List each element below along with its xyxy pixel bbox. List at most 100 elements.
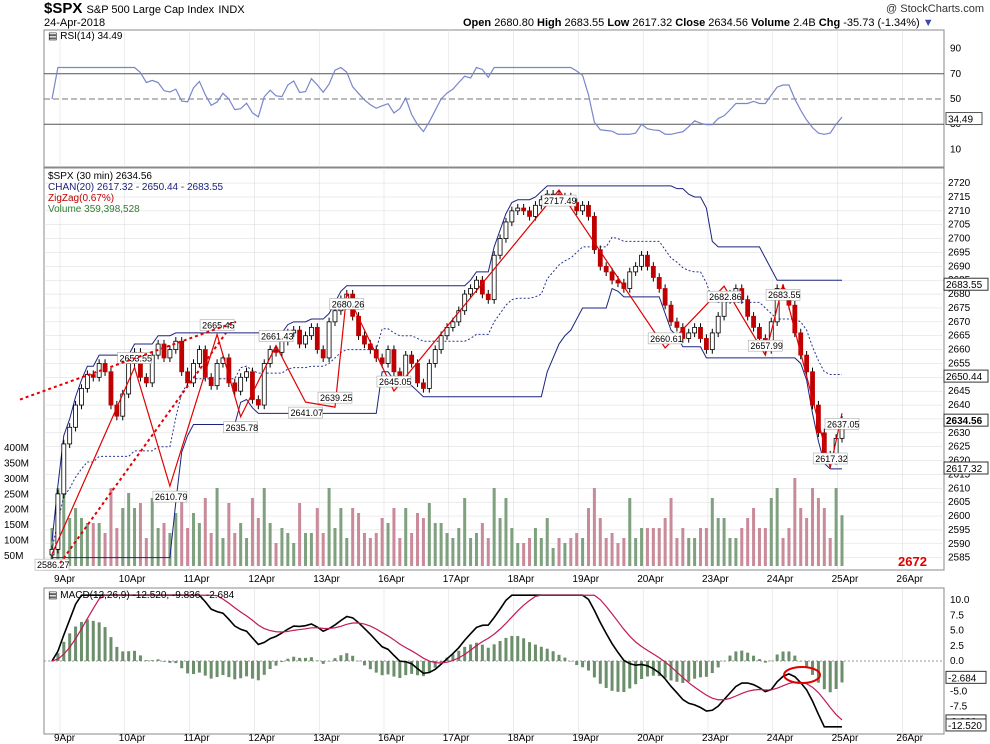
candle-body — [574, 202, 580, 212]
zigzag-line — [51, 189, 843, 555]
volume-bar — [457, 528, 461, 566]
zigzag-label-box — [288, 406, 323, 419]
candle-body — [438, 335, 444, 350]
rsi-last-label: 34.49 — [948, 115, 973, 126]
volume-value: 2.4B — [793, 17, 816, 29]
candle-body — [250, 371, 255, 400]
high-value: 2683.55 — [564, 17, 605, 29]
price-right-tag — [943, 277, 989, 291]
candle-body — [244, 371, 249, 378]
candle-body — [650, 265, 656, 278]
volume-bar — [79, 518, 83, 566]
candle-body — [757, 326, 762, 339]
macd-histogram-bar — [256, 661, 260, 681]
candle-body — [326, 321, 332, 359]
macd-histogram-bar — [545, 648, 549, 661]
candle-body — [609, 271, 615, 281]
volume-bar — [828, 538, 832, 566]
candle-body — [232, 382, 238, 392]
x-tick-label-bottom: 23Apr — [702, 733, 729, 744]
macd-histogram-bar — [687, 661, 691, 682]
candle-body — [715, 315, 721, 334]
macd-histogram-bar — [492, 644, 496, 661]
volume-bar — [728, 538, 732, 566]
volume-bar — [463, 498, 467, 566]
rsi-legend: ▤ RSI(14) 34.49 — [48, 31, 123, 42]
candle-body — [379, 357, 385, 364]
volume-bar — [121, 508, 125, 566]
price-tick-label: 2595 — [948, 525, 971, 536]
zigzag-label: 2665.45 — [202, 320, 235, 330]
macd-histogram-bar — [380, 661, 384, 676]
volume-bar — [103, 533, 107, 566]
macd-histogram-bar — [327, 661, 331, 662]
volume-bar — [404, 508, 408, 566]
zigzag-label-box — [824, 418, 860, 430]
candle-body — [73, 404, 78, 428]
macd-right-tag-label: -12.520 — [948, 721, 982, 732]
macd-histogram-bar — [645, 661, 649, 677]
macd-histogram-bar — [215, 661, 219, 678]
macd-histogram-bar — [805, 661, 809, 668]
symbol-name: S&P 500 Large Cap Index — [86, 4, 215, 16]
volume-bar — [374, 533, 378, 566]
candle-body — [149, 354, 155, 384]
macd-histogram-bar — [233, 661, 237, 680]
macd-histogram-bar — [115, 646, 119, 661]
volume-bar — [533, 528, 537, 566]
price-tick-label: 2630 — [948, 428, 971, 439]
macd-histogram-bar — [85, 619, 89, 661]
macd-histogram-bar — [298, 657, 302, 661]
low-value: 2617.32 — [632, 17, 673, 29]
stockcharts-credit[interactable]: @ StockCharts.com — [886, 3, 984, 15]
macd-histogram-bar — [604, 661, 608, 688]
volume-bar — [97, 523, 101, 566]
volume-bar — [445, 533, 449, 566]
chevron-down-icon[interactable]: ▼ — [922, 17, 934, 29]
chg-value: -35.73 (-1.34%) — [843, 17, 920, 29]
volume-bar — [816, 498, 820, 566]
rsi-tick-label: 90 — [950, 44, 962, 55]
open-value: 2680.80 — [494, 17, 534, 29]
x-tick-label: 20Apr — [637, 574, 664, 585]
candle-body — [409, 354, 415, 364]
x-tick-label: 9Apr — [54, 574, 76, 585]
volume-bar — [805, 518, 809, 566]
candle-body — [167, 349, 173, 359]
macd-histogram-bar — [209, 661, 213, 679]
volume-bar — [504, 498, 508, 566]
volume-bar — [811, 488, 815, 566]
candle-body — [591, 215, 597, 251]
candle-body — [662, 288, 668, 306]
macd-histogram-bar — [457, 650, 461, 661]
volume-bar — [704, 528, 708, 566]
candle-body — [67, 426, 73, 445]
candle-body — [774, 288, 780, 323]
macd-histogram-bar — [480, 644, 484, 661]
macd-histogram-bar — [274, 661, 278, 666]
zigzag-label: 2682.86 — [709, 292, 742, 302]
macd-histogram-bar — [292, 656, 296, 661]
candle-body — [191, 363, 196, 384]
macd-legend-text: MACD(12,26,9) -12.520, -9.836, -2.684 — [60, 590, 235, 601]
volume-bar — [693, 538, 697, 566]
volume-bar — [716, 518, 720, 566]
macd-histogram-bar — [669, 661, 673, 681]
macd-histogram-bar — [433, 661, 437, 668]
macd-histogram-bar — [787, 651, 791, 661]
volume-bar — [474, 533, 478, 566]
zigzag-label: 2661.43 — [261, 332, 294, 342]
price-tick-label: 2710 — [948, 206, 971, 217]
macd-histogram-bar — [357, 660, 361, 662]
macd-histogram-bar — [781, 651, 785, 661]
volume-bar — [327, 488, 331, 566]
price-tick-label: 2590 — [948, 539, 971, 550]
x-tick-label-bottom: 9Apr — [54, 733, 76, 744]
x-tick-label-bottom: 16Apr — [378, 733, 405, 744]
macd-histogram-bar — [469, 644, 473, 661]
volume-bar — [793, 478, 797, 566]
price-legend-chan: CHAN(20) 2617.32 - 2650.44 - 2683.55 — [48, 182, 224, 193]
macd-crossover-annotation — [783, 666, 821, 684]
macd-histogram-bar — [451, 654, 455, 661]
